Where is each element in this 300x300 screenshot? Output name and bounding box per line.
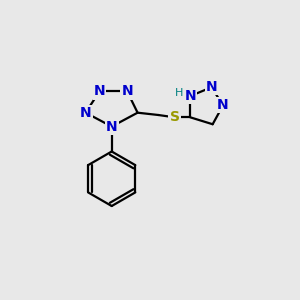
Text: N: N bbox=[80, 106, 92, 120]
Text: H: H bbox=[175, 88, 183, 98]
Text: N: N bbox=[217, 98, 229, 112]
Text: N: N bbox=[184, 89, 196, 103]
Text: N: N bbox=[94, 84, 105, 98]
Text: N: N bbox=[106, 120, 118, 134]
Text: N: N bbox=[206, 80, 217, 94]
Text: S: S bbox=[169, 110, 179, 124]
Text: N: N bbox=[122, 84, 133, 98]
